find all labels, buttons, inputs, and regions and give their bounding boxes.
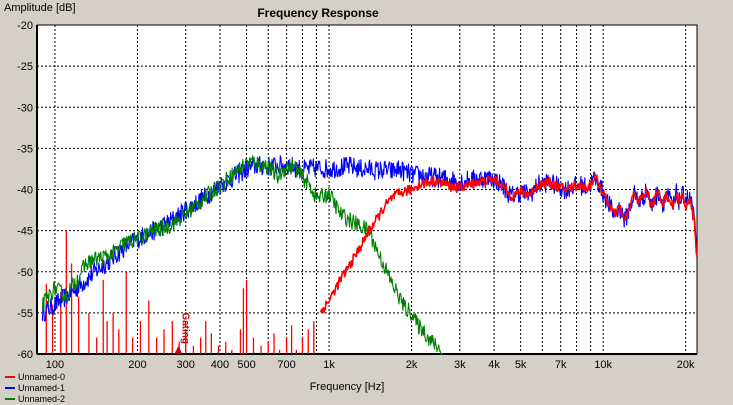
y-tick-label: -30 (17, 102, 33, 114)
plot-area[interactable]: -20 -25 -30 -35 -40 -45 -50 -55 -60 100 200 300 400 5… (17, 20, 698, 371)
x-axis-label: Frequency [Hz] (310, 381, 385, 393)
gating-marker-label: Gating (179, 312, 190, 344)
legend-item: Unnamed-1 (5, 383, 65, 393)
gating-marker-icon[interactable] (174, 346, 183, 354)
y-tick-label: -35 (17, 143, 33, 155)
legend-label: Unnamed-2 (18, 394, 65, 404)
x-tick-label: 5k (515, 359, 527, 371)
chart-title: Frequency Response (257, 6, 379, 20)
legend-item: Unnamed-0 (5, 372, 65, 382)
x-tick-label: 700 (277, 359, 295, 371)
x-tick-label: 500 (237, 359, 255, 371)
y-tick-label: -40 (17, 185, 33, 197)
y-tick-label: -20 (17, 20, 33, 32)
x-tick-label: 10k (594, 359, 612, 371)
y-tick-label: -50 (17, 267, 33, 279)
x-tick-label: 200 (128, 359, 146, 371)
legend-item: Unnamed-2 (5, 394, 65, 404)
y-axis-label: Amplitude [dB] (4, 2, 76, 14)
y-tick-label: -55 (17, 308, 33, 320)
x-tick-label: 2k (406, 359, 418, 371)
x-tick-label: 7k (555, 359, 567, 371)
x-tick-label: 400 (211, 359, 229, 371)
y-tick-label: -25 (17, 61, 33, 73)
x-tick-label: 1k (323, 359, 335, 371)
x-tick-label: 100 (46, 359, 64, 371)
legend-label: Unnamed-1 (18, 383, 65, 393)
y-tick-label: -60 (17, 349, 33, 361)
series-line-unnamed-0 (319, 173, 698, 314)
x-tick-label: 3k (454, 359, 466, 371)
series-line-unnamed-2 (41, 155, 443, 355)
y-tick-label: -45 (17, 226, 33, 238)
x-tick-label: 4k (488, 359, 500, 371)
x-tick-label: 300 (177, 359, 195, 371)
legend-label: Unnamed-0 (18, 372, 65, 382)
x-tick-label: 20k (677, 359, 695, 371)
